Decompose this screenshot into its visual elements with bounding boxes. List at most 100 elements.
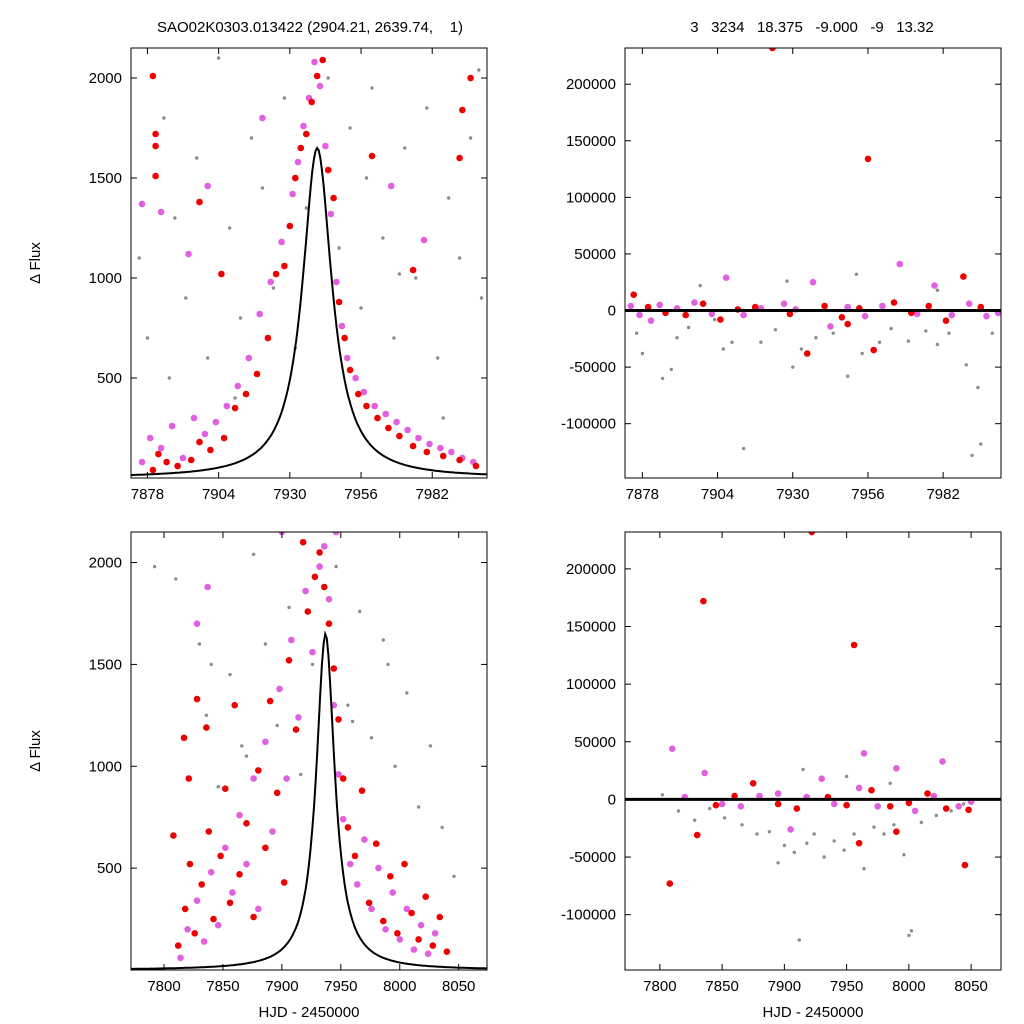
data-point-red (960, 273, 967, 280)
data-point-red (358, 787, 366, 794)
data-point-magenta (361, 836, 368, 843)
data-point-magenta (656, 301, 663, 309)
data-point-red (313, 72, 321, 80)
data-point-magenta (138, 458, 146, 466)
data-point-magenta (830, 800, 838, 808)
data-point-red (218, 270, 225, 278)
data-point-magenta (375, 864, 382, 872)
x-tick-label: 7800 (643, 978, 676, 995)
data-point-red (180, 734, 188, 742)
data-point-red (838, 314, 846, 321)
data-point-magenta (756, 792, 763, 800)
y-tick-label: 1500 (89, 656, 122, 673)
data-point-gray (730, 340, 734, 344)
data-point-red (712, 801, 720, 809)
data-point-red (181, 905, 189, 913)
data-point-red (355, 390, 362, 398)
data-point-gray (271, 286, 276, 290)
data-point-red (324, 166, 332, 174)
data-point-magenta (426, 440, 433, 448)
data-point-magenta (827, 323, 834, 330)
data-point-gray (909, 929, 914, 933)
data-point-red (152, 172, 159, 180)
data-point-gray (204, 713, 209, 717)
data-point-red (699, 300, 707, 308)
plot-frame-bottom-left (130, 531, 488, 971)
x-tick-label: 7950 (830, 978, 863, 995)
data-point-magenta (288, 636, 295, 644)
data-point-gray (479, 296, 484, 300)
data-point-gray (162, 116, 166, 120)
y-axis-label: Δ Flux (27, 730, 44, 772)
data-point-magenta (939, 758, 946, 765)
y-tick-label: -50000 (569, 849, 616, 866)
data-point-red (942, 805, 950, 812)
data-point-magenta (201, 430, 209, 438)
data-point-gray (660, 793, 665, 797)
data-point-gray (964, 363, 968, 367)
data-point-gray (797, 938, 801, 942)
data-point-magenta (410, 946, 418, 953)
data-point-magenta (844, 303, 851, 311)
data-point-gray (805, 841, 809, 845)
data-point-gray (759, 340, 763, 344)
data-point-magenta (417, 921, 425, 929)
data-point-gray (785, 279, 789, 283)
data-point-magenta (740, 311, 747, 319)
data-point-red (242, 390, 250, 398)
data-point-gray (799, 347, 804, 351)
data-point-red (644, 303, 652, 311)
data-point-gray (862, 866, 866, 871)
data-point-red (774, 800, 782, 808)
data-point-magenta (276, 685, 283, 693)
data-point-magenta (371, 402, 379, 410)
x-axis-label: HJD - 2450000 (259, 1004, 360, 1021)
data-point-red (311, 573, 319, 581)
data-point-gray (832, 839, 836, 843)
data-point-gray (310, 662, 315, 667)
data-point-red (205, 828, 213, 835)
data-point-magenta (157, 208, 165, 216)
data-point-red (231, 701, 238, 709)
data-point-magenta (396, 936, 404, 943)
y-axis-label: Δ Flux (27, 242, 44, 284)
data-point-red (443, 948, 451, 955)
y-tick-label: -50000 (569, 359, 616, 376)
data-point-red (152, 142, 159, 150)
data-point-magenta (339, 815, 347, 823)
data-point-red (372, 840, 380, 847)
data-point-red (666, 880, 674, 887)
data-point-magenta (344, 354, 351, 362)
data-point-magenta (138, 200, 146, 208)
data-point-red (185, 775, 193, 782)
data-point-red (319, 56, 327, 64)
data-point-magenta (200, 938, 208, 945)
data-point-magenta (809, 278, 817, 286)
data-point-gray (440, 825, 444, 830)
data-point-gray (713, 317, 717, 322)
data-point-magenta (431, 930, 439, 937)
data-point-red (769, 48, 776, 52)
data-point-red (693, 831, 701, 839)
data-point-magenta (185, 250, 192, 258)
data-point-magenta (893, 765, 900, 772)
data-point-red (344, 824, 352, 831)
data-point-magenta (322, 142, 329, 150)
data-point-red (262, 844, 269, 852)
x-tick-label: 7950 (324, 978, 357, 995)
data-point-red (409, 442, 417, 450)
data-point-gray (358, 609, 362, 614)
x-tick-label: 7900 (768, 978, 801, 995)
plot-frame-bottom-right (624, 531, 1002, 971)
header-left-title: SAO02K0303.013422 (2904.21, 2639.74, 1) (157, 19, 463, 36)
data-point-gray (852, 832, 856, 836)
data-point-red (236, 871, 243, 878)
data-point-gray (405, 691, 409, 695)
data-point-gray (209, 662, 213, 667)
data-point-red (266, 697, 274, 705)
data-point-gray (902, 853, 906, 857)
data-point-red (472, 462, 480, 470)
data-point-red (870, 346, 877, 354)
data-point-gray (233, 396, 237, 400)
data-point-magenta (245, 354, 253, 362)
